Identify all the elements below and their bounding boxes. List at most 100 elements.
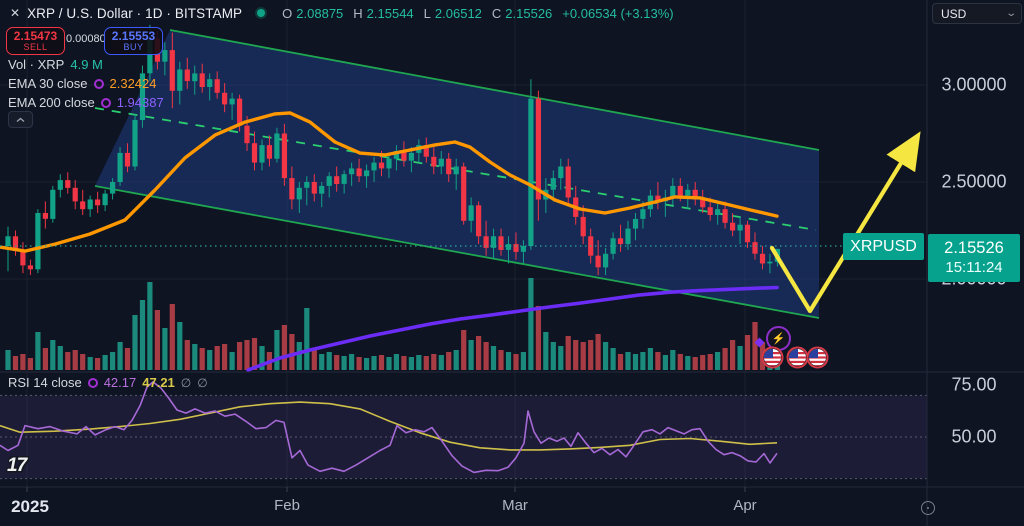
volume-bar (461, 330, 467, 370)
market-status-icon (257, 9, 266, 17)
volume-bar (378, 355, 385, 370)
candle (558, 166, 564, 179)
symbol-title[interactable]: XRP / U.S. Dollar · 1D · BITSTAMP (27, 5, 243, 21)
volume-bar (692, 357, 698, 370)
rsi-band (0, 395, 927, 479)
volume-bar (199, 348, 205, 370)
volume-bar (558, 346, 564, 370)
rsi-ma-line[interactable] (0, 401, 778, 451)
candle (20, 249, 26, 266)
ema30-line[interactable] (0, 111, 779, 253)
volume-bar (80, 354, 86, 370)
candle (207, 79, 213, 87)
candle (513, 244, 519, 252)
time-axis-label: Apr (733, 497, 757, 514)
high-label: H (353, 5, 363, 21)
close-icon[interactable]: ✕ (10, 6, 21, 20)
volume-bar (416, 355, 422, 370)
candle (707, 207, 713, 215)
candle (692, 189, 698, 200)
candle (266, 145, 272, 159)
us-flag-event-icon[interactable] (761, 346, 784, 369)
volume-bar (490, 346, 497, 370)
price-axis-label: 2.50000 (941, 171, 1007, 192)
last-price-label[interactable]: 2.15526 15:11:24 (928, 234, 1020, 282)
candle (35, 213, 41, 270)
candle (528, 98, 534, 246)
volume-bar (446, 352, 452, 370)
volume-bar (640, 352, 646, 370)
volume-bar (349, 354, 355, 370)
rsi-line[interactable] (0, 381, 778, 474)
candle (505, 244, 512, 250)
time-axis-label: 2025 (11, 497, 49, 516)
price-label-symbol-tag[interactable]: XRPUSD (843, 233, 924, 260)
candle (259, 145, 265, 163)
buy-label: BUY (123, 41, 144, 52)
candle (393, 151, 399, 159)
volume-bar (184, 340, 190, 370)
us-flag-event-icon[interactable] (786, 346, 809, 369)
ema200-line[interactable] (246, 285, 779, 372)
us-flag-event-icon[interactable] (806, 346, 829, 369)
candle (304, 182, 310, 188)
volume-bar (468, 340, 474, 370)
rsi-legend[interactable]: RSI 14 close 42.17 47.21 ∅ ∅ (8, 375, 208, 390)
candle (177, 69, 183, 91)
volume-bar (222, 344, 228, 370)
volume-bar (722, 348, 728, 370)
candle (244, 125, 250, 144)
candle (132, 119, 138, 167)
candle (80, 201, 86, 210)
volume-bar (334, 355, 340, 370)
volume-bar (95, 358, 101, 370)
indicator-loading-icon (100, 97, 111, 108)
candle (57, 180, 63, 190)
candle (349, 168, 355, 175)
candle (222, 92, 228, 105)
candle (632, 218, 639, 229)
candle (326, 176, 332, 186)
tradingview-logo-icon[interactable]: 17 (7, 455, 27, 476)
candle (438, 158, 444, 167)
candle (453, 166, 459, 175)
rsi-label: RSI 14 close (8, 375, 82, 390)
volume-bar (535, 306, 541, 370)
bar-countdown: 15:11:24 (945, 258, 1003, 276)
volume-bar (573, 340, 579, 370)
buy-button[interactable]: 2.15553 BUY (104, 27, 163, 55)
candle (617, 238, 624, 245)
volume-bar (505, 352, 512, 370)
clock-icon[interactable] (921, 501, 935, 515)
time-axis-label: Feb (274, 497, 300, 514)
currency-selector[interactable]: USD ⌄ (932, 3, 1022, 24)
volume-bar (632, 354, 639, 370)
volume-bar (251, 338, 258, 370)
sell-button[interactable]: 2.15473 SELL (6, 27, 65, 55)
channel-top-line[interactable] (169, 29, 820, 151)
candle (461, 166, 467, 221)
volume-bar (237, 342, 243, 370)
candle (752, 242, 758, 254)
volume-legend[interactable]: Vol · XRP 4.9 M (8, 57, 103, 72)
ema200-legend[interactable]: EMA 200 close 1.94387 (8, 95, 164, 110)
candle (565, 166, 571, 198)
volume-bar (304, 308, 310, 370)
candle (169, 50, 175, 91)
candle (603, 253, 609, 268)
volume-value: 4.9 M (70, 57, 103, 72)
ema30-legend[interactable]: EMA 30 close 2.32424 (8, 76, 157, 91)
buy-price: 2.15553 (111, 28, 156, 43)
candle (431, 156, 437, 167)
candle (610, 238, 616, 254)
projection-arrow-drawing[interactable] (769, 131, 921, 314)
candle (229, 98, 235, 105)
volume-bar (655, 352, 661, 370)
collapse-legend-button[interactable] (8, 111, 33, 128)
candle (490, 236, 497, 248)
volume-bar (12, 356, 19, 370)
candle (124, 152, 131, 167)
channel-bottom-line[interactable] (94, 185, 820, 319)
